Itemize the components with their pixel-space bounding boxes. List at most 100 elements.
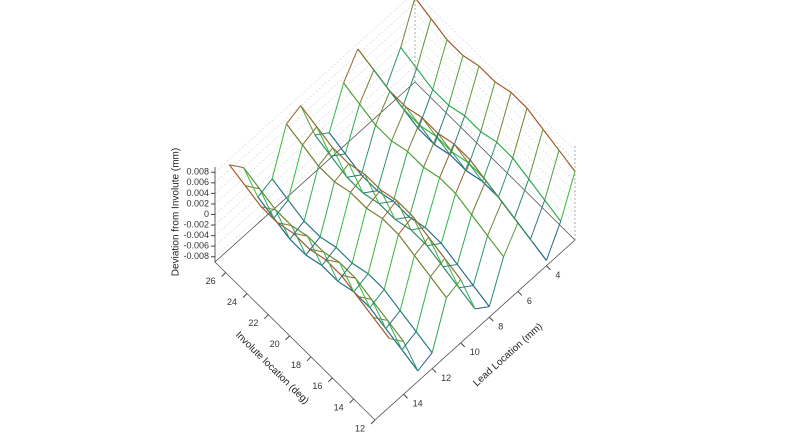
y-tick-label: 10 — [470, 347, 480, 357]
surface-segment — [229, 164, 244, 169]
grid-line — [214, 44, 576, 226]
surface-segment — [348, 163, 364, 194]
surface-segment — [497, 157, 514, 198]
surface-segment — [303, 165, 319, 222]
surface-segment — [321, 247, 337, 266]
surface-segment — [383, 234, 399, 290]
x-tick-label: 16 — [312, 381, 322, 391]
surface-segment — [261, 206, 276, 211]
y-tick-label: 12 — [441, 373, 451, 383]
x-tick — [306, 356, 312, 362]
surface-segment — [243, 167, 259, 198]
surface-segment — [371, 67, 387, 87]
surface-segment — [488, 256, 505, 307]
surface-segment — [446, 279, 462, 298]
surface-segment — [407, 117, 423, 152]
surface-segment — [339, 262, 355, 293]
surface-segment — [451, 151, 467, 172]
x-tick-label: 20 — [270, 339, 280, 349]
surface-segment — [401, 331, 417, 351]
surface-segment — [467, 162, 483, 182]
z-tick-label: 0.004 — [186, 188, 209, 198]
surface-segment — [344, 103, 361, 154]
surface-segment — [328, 82, 345, 133]
x-tick-label: 14 — [334, 402, 344, 412]
surface-segment — [474, 306, 490, 310]
surface-segment — [481, 141, 498, 182]
surface-segment — [291, 225, 307, 256]
surface-segment — [529, 199, 546, 240]
surface-segment — [405, 106, 421, 127]
surface-segment — [376, 140, 393, 191]
surface-segment — [353, 273, 369, 293]
surface-segment — [319, 181, 335, 237]
surface-segment — [414, 237, 430, 256]
surface-segment — [273, 199, 289, 219]
surface-segment — [300, 105, 316, 136]
y-tick-label: 8 — [498, 322, 503, 332]
surface-segment — [480, 81, 496, 132]
surface-segment — [496, 92, 512, 143]
surface-segment — [433, 105, 450, 145]
surface-segment — [305, 236, 321, 256]
surface-segment — [423, 133, 439, 168]
surface-segment — [360, 124, 377, 176]
surface-segment — [287, 144, 303, 201]
y-tick-label: 6 — [527, 296, 532, 306]
surface-segment — [316, 126, 332, 157]
y-tick — [488, 316, 494, 322]
grid-line — [214, 0, 576, 173]
surface-segment — [401, 68, 418, 108]
surface-segment — [455, 159, 471, 194]
surface-segment — [337, 262, 353, 282]
surface-segment — [375, 90, 391, 126]
surface-segment — [400, 0, 415, 48]
surface-segment — [415, 276, 431, 332]
surface-segment — [421, 117, 437, 137]
surface-segment — [483, 178, 499, 198]
surface-segment — [371, 299, 387, 329]
grid-line — [214, 13, 576, 194]
surface-segment — [357, 295, 372, 300]
surface-segment — [465, 131, 482, 172]
z-tick-label: 0 — [204, 209, 209, 219]
surface-segment — [435, 135, 451, 156]
surface-segment — [417, 89, 434, 129]
y-tick — [403, 393, 408, 399]
surface-segment — [396, 200, 412, 231]
surface-segment — [499, 199, 515, 219]
surface-segment — [271, 123, 287, 180]
surface-segment — [382, 200, 398, 219]
surface-segment — [430, 258, 446, 277]
x-tick-label: 26 — [206, 276, 216, 286]
surface-segment — [245, 185, 260, 190]
surface-segment — [387, 88, 403, 108]
surface-segment — [513, 178, 530, 219]
z-tick-label: 0.008 — [186, 167, 209, 177]
grid-line — [214, 76, 576, 257]
surface-segment — [403, 341, 419, 372]
y-tick — [431, 368, 437, 373]
surface-segment — [346, 174, 362, 178]
surface-segment — [309, 248, 324, 253]
z-tick-label: -0.008 — [183, 251, 209, 261]
surface-segment — [387, 320, 403, 351]
surface-row — [271, 178, 433, 354]
x-tick — [242, 293, 248, 298]
surface-segment — [544, 150, 560, 201]
surface-segment — [362, 190, 378, 194]
surface-segment — [432, 39, 448, 90]
surface-segment — [394, 216, 410, 220]
y-tick — [546, 265, 551, 271]
surface-segment — [412, 216, 428, 246]
x-tick — [285, 335, 291, 341]
surface-segment — [323, 251, 339, 282]
surface-segment — [391, 106, 407, 142]
surface-segment — [515, 220, 531, 240]
y-tick-label: 4 — [555, 270, 560, 280]
surface-segment — [439, 143, 455, 178]
surface-segment — [416, 18, 432, 69]
surface-segment — [286, 105, 302, 125]
surface-segment — [487, 201, 503, 236]
surface-segment — [341, 274, 356, 279]
